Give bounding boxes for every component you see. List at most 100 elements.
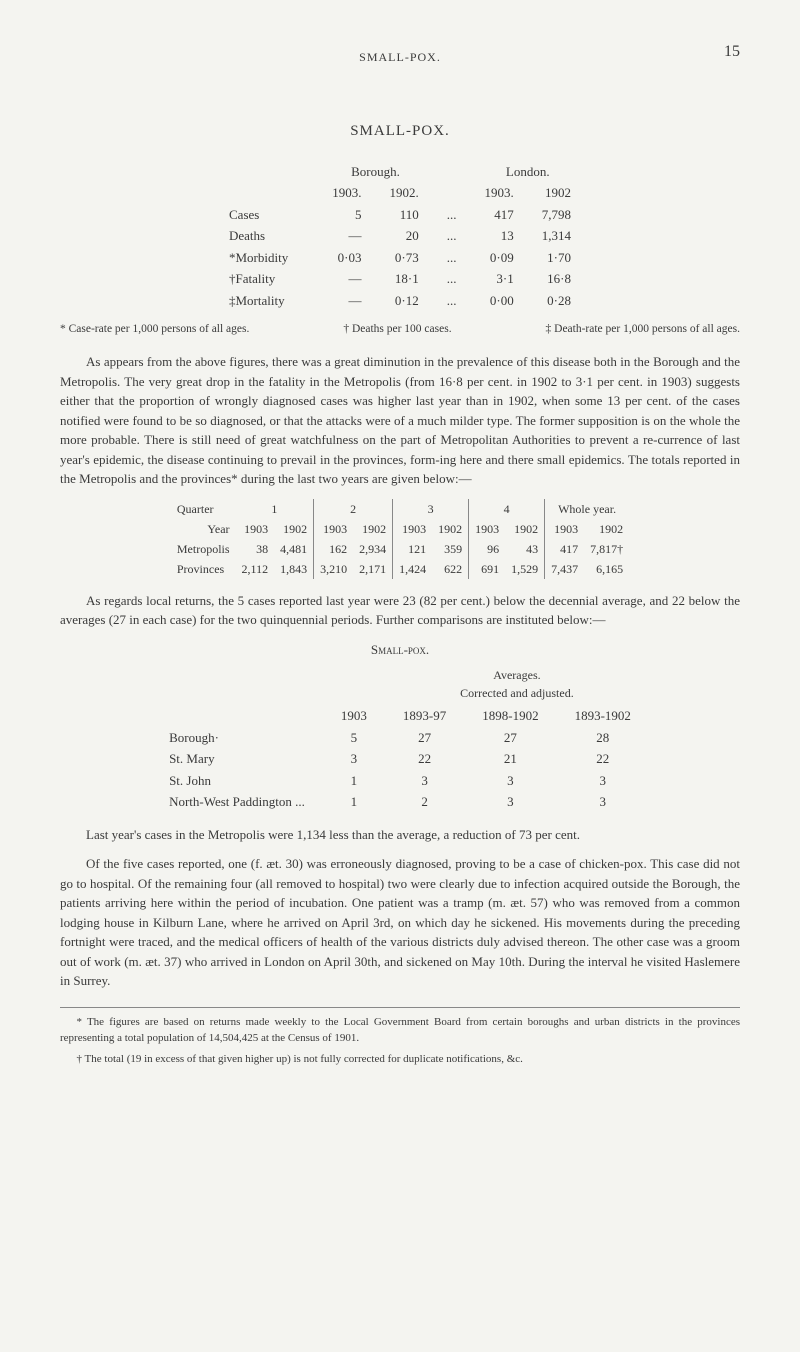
cell: 2,112 <box>236 559 275 579</box>
cell: 16·8 <box>528 268 585 290</box>
cell: 3 <box>323 748 385 770</box>
smallpox-subtitle: Small-pox. <box>60 640 740 660</box>
cell: 2 <box>385 791 464 813</box>
cell: — <box>318 225 375 247</box>
cell: ... <box>433 225 471 247</box>
cell: 3 <box>464 791 556 813</box>
q3: 3 <box>393 499 469 519</box>
table-row: Metropolis384,4811622,93412135996434177,… <box>171 539 629 559</box>
cell: ... <box>433 204 471 226</box>
cell: 4,481 <box>274 539 314 559</box>
cell: 0·12 <box>375 290 432 312</box>
sub-year: 1903 <box>393 519 433 539</box>
q4: 4 <box>469 499 545 519</box>
cell: 121 <box>393 539 433 559</box>
cell: 27 <box>464 727 556 749</box>
paragraph-1: As appears from the above figures, there… <box>60 352 740 489</box>
cell: 1,314 <box>528 225 585 247</box>
cell: ... <box>433 290 471 312</box>
averages-table: Averages. Corrected and adjusted. 1903 1… <box>151 665 649 813</box>
col-group-london: London. <box>470 161 585 183</box>
sub-year: 1903 <box>236 519 275 539</box>
avg-col: 1893-97 <box>385 705 464 727</box>
cell: 13 <box>470 225 527 247</box>
cell: 96 <box>469 539 506 559</box>
cell: 3·1 <box>470 268 527 290</box>
cell: 6,165 <box>584 559 629 579</box>
cell: 38 <box>236 539 275 559</box>
sub-year: 1903 <box>545 519 585 539</box>
cell: 21 <box>464 748 556 770</box>
sub-year: 1902 <box>353 519 393 539</box>
cell: 3 <box>464 770 556 792</box>
cell: 3 <box>557 770 649 792</box>
cell: 691 <box>469 559 506 579</box>
sub-year: 1902 <box>505 519 545 539</box>
stats-table: Borough. London. 1903. 1902. 1903. 1902 … <box>215 161 585 312</box>
cell: 22 <box>385 748 464 770</box>
cell: 162 <box>314 539 354 559</box>
quarter-label: Quarter <box>171 499 236 519</box>
year-col: 1903. <box>470 182 527 204</box>
avg-col: 1903 <box>323 705 385 727</box>
cell: 2,171 <box>353 559 393 579</box>
cell: 417 <box>545 539 585 559</box>
cell: 7,437 <box>545 559 585 579</box>
table-row: Provinces2,1121,8433,2102,1711,424622691… <box>171 559 629 579</box>
footnote-1: * The figures are based on returns made … <box>60 1014 740 1047</box>
q2: 2 <box>314 499 393 519</box>
cell: — <box>318 268 375 290</box>
row-label: North-West Paddington ... <box>151 791 323 813</box>
cell: 1,424 <box>393 559 433 579</box>
cell: 7,798 <box>528 204 585 226</box>
cell: 3 <box>557 791 649 813</box>
table-row: *Morbidity0·030·73...0·091·70 <box>215 247 585 269</box>
table-row: †Fatality—18·1...3·116·8 <box>215 268 585 290</box>
cell: 7,817† <box>584 539 629 559</box>
cell: 622 <box>432 559 469 579</box>
cell: 1 <box>323 770 385 792</box>
running-head: SMALL-POX. <box>60 48 740 66</box>
cell: 43 <box>505 539 545 559</box>
cell: 1·70 <box>528 247 585 269</box>
cell: 0·03 <box>318 247 375 269</box>
footnote-c: ‡ Death-rate per 1,000 persons of all ag… <box>546 321 740 338</box>
cell: 1 <box>323 791 385 813</box>
cell: — <box>318 290 375 312</box>
cell: 1,529 <box>505 559 545 579</box>
cell: 5 <box>323 727 385 749</box>
row-label: Borough· <box>151 727 323 749</box>
row-label: *Morbidity <box>215 247 318 269</box>
footnote-defs: * Case-rate per 1,000 persons of all age… <box>60 321 740 338</box>
cell: 3,210 <box>314 559 354 579</box>
paragraph-2: As regards local returns, the 5 cases re… <box>60 591 740 630</box>
row-label: Cases <box>215 204 318 226</box>
sub-year: 1903 <box>314 519 354 539</box>
paragraph-3: Last year's cases in the Metropolis were… <box>60 825 740 845</box>
year-col: 1902 <box>528 182 585 204</box>
q-whole: Whole year. <box>545 499 630 519</box>
cell: 18·1 <box>375 268 432 290</box>
section-title: SMALL-POX. <box>60 120 740 143</box>
sub-year: 1902 <box>274 519 314 539</box>
cell: ... <box>433 247 471 269</box>
sub-year: 1902 <box>584 519 629 539</box>
avg-caption: Averages. Corrected and adjusted. <box>385 665 649 703</box>
footnotes: * The figures are based on returns made … <box>60 1007 740 1068</box>
table-row: Borough·5272728 <box>151 727 649 749</box>
q1: 1 <box>236 499 314 519</box>
cell: 28 <box>557 727 649 749</box>
row-label: Provinces <box>171 559 236 579</box>
table-row: St. Mary3222122 <box>151 748 649 770</box>
sub-year: 1902 <box>432 519 469 539</box>
cell: 110 <box>375 204 432 226</box>
cell: 0·00 <box>470 290 527 312</box>
quarter-table: Quarter 1 2 3 4 Whole year. Year 1903 19… <box>171 499 629 579</box>
cell: 3 <box>385 770 464 792</box>
year-label: Year <box>171 519 236 539</box>
row-label: St. Mary <box>151 748 323 770</box>
cell: 5 <box>318 204 375 226</box>
table-row: ‡Mortality—0·12...0·000·28 <box>215 290 585 312</box>
table-row: Cases5110...4177,798 <box>215 204 585 226</box>
row-label: Deaths <box>215 225 318 247</box>
